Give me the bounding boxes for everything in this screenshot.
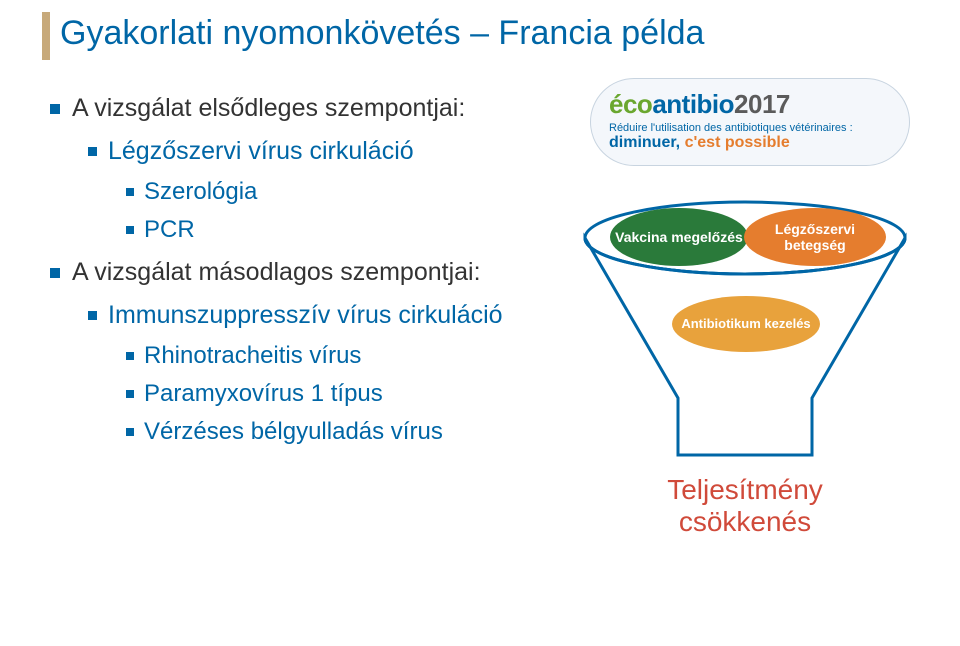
logo-year: 2017: [734, 89, 790, 119]
accent-bar: [42, 12, 50, 60]
funnel-node-antibiotic: Antibiotikum kezelés: [672, 296, 820, 352]
logo-title: écoantibio2017: [609, 89, 891, 120]
bullet-lvl2: Légzőszervi vírus cirkuláció: [88, 137, 560, 166]
bullet-lvl3: PCR: [126, 216, 560, 244]
logo-antibio: antibio: [652, 89, 734, 119]
funnel-diagram: Vakcina megelőzés Légzőszervi betegség A…: [580, 200, 910, 460]
ecoantibio-logo: écoantibio2017 Réduire l'utilisation des…: [590, 78, 910, 166]
bullet-lvl3: Vérzéses bélgyulladás vírus: [126, 418, 560, 446]
page-title: Gyakorlati nyomonkövetés – Francia példa: [60, 14, 704, 53]
bullet-lvl1: A vizsgálat másodlagos szempontjai:: [50, 258, 560, 287]
bullet-lvl2: Immunszuppresszív vírus cirkuláció: [88, 301, 560, 330]
logo-eco: éco: [609, 89, 652, 119]
funnel-node-vaccine: Vakcina megelőzés: [610, 208, 748, 266]
bullet-lvl1: A vizsgálat elsődleges szempontjai:: [50, 94, 560, 123]
logo-subtitle-2: diminuer, c'est possible: [609, 134, 891, 152]
bullet-list: A vizsgálat elsődleges szempontjai: Légz…: [50, 80, 560, 456]
performance-label: Teljesítmény csökkenés: [615, 474, 875, 538]
funnel-node-respiratory: Légzőszervi betegség: [744, 208, 886, 266]
bullet-lvl3: Rhinotracheitis vírus: [126, 342, 560, 370]
logo-subtitle-1: Réduire l'utilisation des antibiotiques …: [609, 122, 891, 134]
bullet-lvl3: Szerológia: [126, 178, 560, 206]
logo-sub2b: c'est possible: [685, 134, 790, 151]
logo-sub2a: diminuer,: [609, 134, 685, 151]
bullet-lvl3: Paramyxovírus 1 típus: [126, 380, 560, 408]
